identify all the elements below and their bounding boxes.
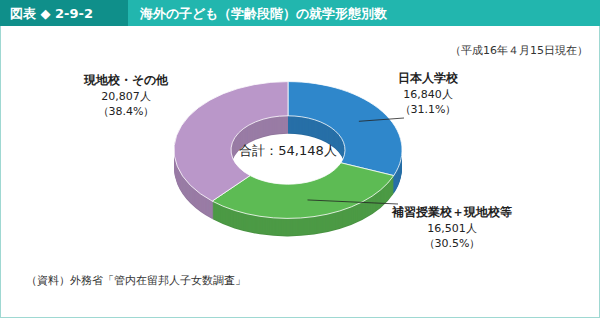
slice — [288, 82, 402, 176]
data-label: 補習授業校＋現地校等 16,501人 （30.5%） — [391, 205, 512, 250]
category-label: 日本人学校 — [398, 71, 459, 85]
title: 海外の子ども（学齢段階）の就学形態別数 — [139, 6, 388, 21]
category-label: 補習授業校＋現地校等 — [391, 205, 512, 219]
header-bar — [0, 0, 600, 26]
percent-label: （31.1%） — [400, 103, 457, 116]
figure-number: 図表 ◆ 2-9-2 — [10, 6, 93, 21]
chart: 図表 ◆ 2-9-2 海外の子ども（学齢段階）の就学形態別数 （平成16年４月15日… — [0, 0, 600, 318]
subtitle: （平成16年４月15日現在） — [450, 44, 588, 57]
leader-line — [308, 200, 398, 204]
header-number-box — [0, 0, 128, 26]
data-label: 日本人学校 16,840人 （31.1%） — [398, 71, 459, 116]
slice — [174, 82, 288, 201]
frame — [1, 1, 600, 318]
leader-line — [359, 118, 404, 121]
value-label: 16,501人 — [427, 222, 477, 235]
plot — [174, 82, 402, 237]
source: （資料）外務省「管内在留邦人子女数調査」 — [26, 274, 246, 287]
value-label: 16,840人 — [403, 88, 453, 101]
percent-label: （30.5%） — [424, 237, 481, 250]
slice-wall — [288, 83, 402, 177]
value-label: 20,807人 — [101, 90, 151, 103]
data-label: 現地校・その他 20,807人 （38.4%） — [83, 73, 169, 118]
donut-top — [174, 82, 402, 219]
percent-label: （38.4%） — [98, 105, 155, 118]
donut-wall — [174, 83, 402, 220]
category-label: 現地校・その他 — [83, 73, 169, 87]
total-label: 合計：54,148人 — [239, 143, 337, 158]
